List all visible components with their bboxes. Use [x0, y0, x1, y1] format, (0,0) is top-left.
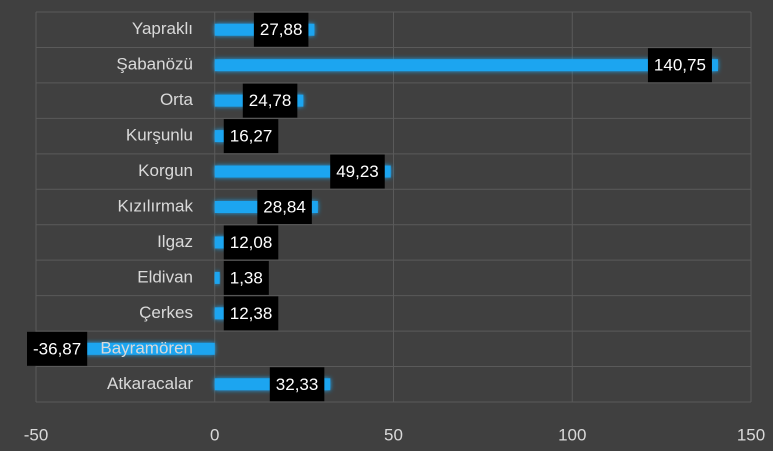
category-label: Ilgaz: [157, 232, 193, 251]
category-label: Yapraklı: [132, 19, 193, 38]
data-label: 140,75: [654, 56, 706, 75]
data-label-box: [223, 119, 279, 154]
data-label: 49,23: [336, 162, 379, 181]
category-label: Çerkes: [139, 303, 193, 322]
x-tick-label: 50: [384, 425, 403, 444]
data-label-box: [269, 367, 325, 402]
category-label: Bayramören: [100, 338, 193, 357]
data-label: 27,88: [260, 20, 303, 39]
data-label: 24,78: [249, 91, 292, 110]
x-tick-label: 100: [558, 425, 586, 444]
bar: [214, 59, 718, 72]
category-label: Korgun: [138, 161, 193, 180]
data-label: 1,38: [230, 268, 263, 287]
bar: [82, 342, 215, 355]
category-label: Eldivan: [137, 267, 193, 286]
data-label: 28,84: [263, 197, 306, 216]
data-label-box: [647, 48, 712, 83]
data-label-box: [253, 12, 309, 47]
data-label: 16,27: [230, 127, 273, 146]
data-label-box: [223, 225, 279, 260]
data-label: 12,38: [230, 304, 273, 323]
category-label: Kızılırmak: [117, 196, 193, 215]
x-tick-label: -50: [24, 425, 49, 444]
data-label-box: [223, 260, 269, 295]
category-label: Şabanözü: [116, 55, 193, 74]
data-label-box: [330, 154, 385, 189]
category-label: Kurşunlu: [126, 126, 193, 145]
data-label-box: [257, 190, 312, 224]
data-label-box: [242, 83, 298, 118]
data-label: 12,08: [230, 233, 273, 252]
category-label: Orta: [160, 90, 194, 109]
x-tick-label: 150: [737, 425, 765, 444]
data-label: -36,87: [33, 339, 81, 358]
category-label: Atkaracalar: [107, 374, 193, 393]
data-label-box: [27, 331, 88, 366]
x-tick-label: 0: [210, 425, 219, 444]
bar: [214, 271, 220, 284]
data-label-box: [223, 296, 279, 331]
data-label: 32,33: [276, 375, 319, 394]
